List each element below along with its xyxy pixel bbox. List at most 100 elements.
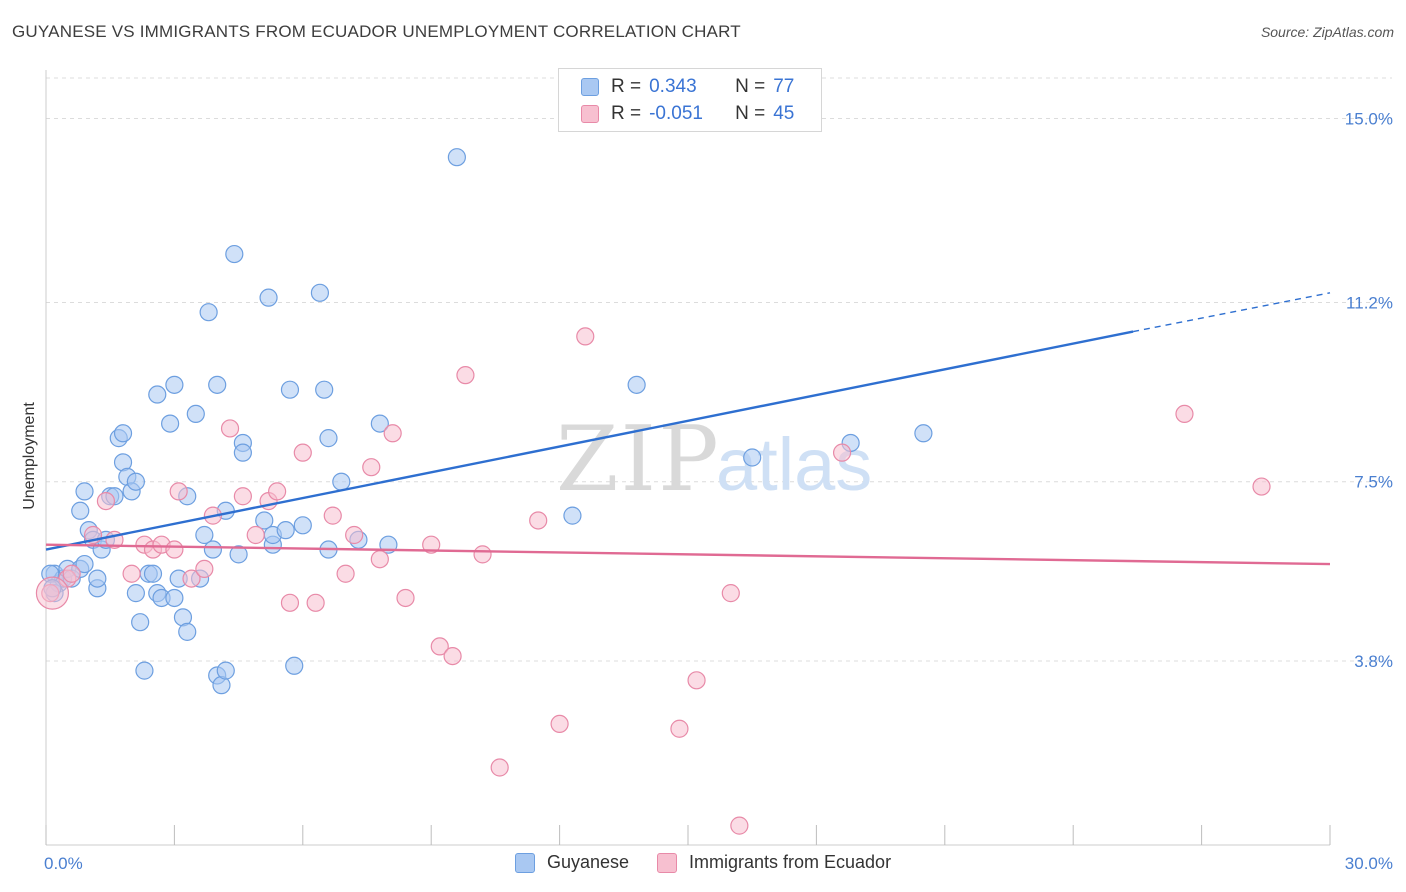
y-tick-label: 11.2% xyxy=(1346,294,1393,313)
legend-n-value: 45 xyxy=(773,103,795,124)
data-point xyxy=(550,714,569,734)
data-point xyxy=(370,550,389,569)
data-point xyxy=(362,458,381,477)
data-point xyxy=(113,424,133,443)
data-point xyxy=(293,443,312,462)
watermark-zip: ZIP xyxy=(556,407,721,512)
data-point xyxy=(285,656,304,675)
data-point xyxy=(71,501,90,520)
y-tick-label: 15.0% xyxy=(1345,109,1393,128)
data-point xyxy=(310,283,330,302)
data-point xyxy=(88,569,107,588)
data-point xyxy=(259,288,278,307)
y-tick-label: 3.8% xyxy=(1354,652,1393,671)
data-point xyxy=(456,366,475,385)
data-point xyxy=(165,540,184,559)
data-point xyxy=(319,429,338,448)
legend-row-guyanese: R = 0.343 N = 77 xyxy=(581,76,794,98)
data-point xyxy=(178,622,197,641)
data-point xyxy=(1175,404,1194,424)
data-point xyxy=(306,593,325,612)
data-point xyxy=(186,404,205,424)
data-point xyxy=(315,380,334,399)
data-point xyxy=(131,613,150,632)
data-point xyxy=(96,491,116,511)
data-point xyxy=(370,414,389,433)
data-point xyxy=(195,525,214,545)
data-point xyxy=(1252,477,1271,496)
data-point xyxy=(75,554,94,574)
data-point xyxy=(730,816,749,835)
legend-r-label: R = xyxy=(611,76,642,97)
data-point xyxy=(268,482,287,501)
data-point xyxy=(280,380,300,399)
data-point xyxy=(126,472,145,491)
data-point xyxy=(122,564,141,583)
data-point xyxy=(396,588,415,608)
stats-legend: R = 0.343 N = 77 R = -0.051 N = 45 xyxy=(558,68,822,132)
data-point xyxy=(576,327,595,346)
data-point xyxy=(246,525,265,545)
legend-row-ecuador: R = -0.051 N = 45 xyxy=(581,103,794,125)
data-point xyxy=(203,540,223,559)
x-tick-label: 30.0% xyxy=(1345,854,1393,873)
data-point xyxy=(490,758,509,777)
legend-item-guyanese[interactable]: Guyanese xyxy=(514,852,629,873)
x-tick-label: 0.0% xyxy=(44,854,83,873)
grid-lines xyxy=(46,77,1392,662)
data-point xyxy=(195,559,214,579)
data-point xyxy=(293,516,312,535)
data-point xyxy=(323,506,342,525)
data-point xyxy=(280,593,300,612)
data-point xyxy=(143,564,163,583)
data-point xyxy=(473,545,492,564)
data-point xyxy=(430,637,449,656)
data-point xyxy=(529,511,548,530)
tick-labels: 3.8% 7.5% 11.2% 15.0% 0.0% 30.0% xyxy=(44,109,1393,873)
data-point-cluster xyxy=(35,576,70,610)
data-point xyxy=(276,521,295,540)
trend-lines xyxy=(45,292,1331,566)
data-point xyxy=(336,564,355,583)
data-point xyxy=(721,584,740,603)
series-legend: Guyanese Immigrants from Ecuador xyxy=(0,852,1406,873)
data-point xyxy=(670,719,689,738)
series-ecuador xyxy=(35,327,1271,835)
legend-label-ecuador: Immigrants from Ecuador xyxy=(689,852,892,872)
trend-line-guyanese-extension xyxy=(1132,292,1331,333)
data-point xyxy=(126,584,145,603)
data-point xyxy=(422,535,441,554)
data-point xyxy=(627,375,646,394)
data-point xyxy=(148,385,167,404)
chart-title: GUYANESE VS IMMIGRANTS FROM ECUADOR UNEM… xyxy=(12,22,741,41)
data-point xyxy=(199,303,218,322)
legend-swatch-ecuador xyxy=(657,852,677,873)
legend-r-value: -0.051 xyxy=(649,103,703,124)
data-point xyxy=(169,482,188,501)
legend-swatch-guyanese xyxy=(514,852,535,873)
data-point xyxy=(229,545,248,564)
data-point xyxy=(332,472,351,491)
legend-n-label: N = xyxy=(735,76,766,97)
data-point xyxy=(832,443,852,462)
data-point xyxy=(75,482,94,501)
data-point xyxy=(443,646,462,666)
legend-swatch-ecuador xyxy=(581,105,599,123)
data-point xyxy=(62,564,81,583)
data-point xyxy=(743,448,762,467)
legend-n-value: 77 xyxy=(773,76,795,97)
legend-item-ecuador[interactable]: Immigrants from Ecuador xyxy=(657,852,891,873)
legend-label-guyanese: Guyanese xyxy=(546,852,629,872)
data-point xyxy=(165,588,184,608)
data-point xyxy=(135,661,154,680)
data-point xyxy=(182,569,201,588)
trend-line-guyanese xyxy=(45,330,1134,551)
y-tick-label: 7.5% xyxy=(1354,473,1393,492)
data-point xyxy=(383,424,402,443)
data-point xyxy=(255,511,274,530)
legend-r-label: R = xyxy=(611,103,642,124)
data-point xyxy=(914,424,933,443)
series-guyanese xyxy=(41,148,933,695)
